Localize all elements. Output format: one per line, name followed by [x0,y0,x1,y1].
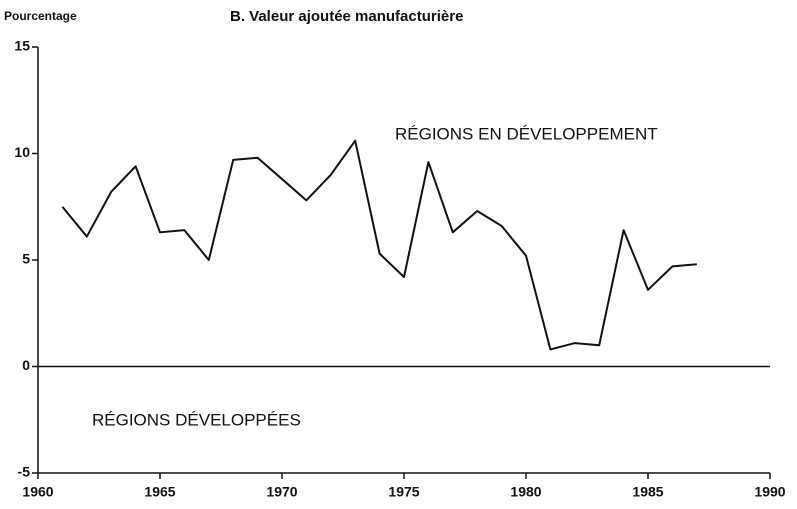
x-tick-label: 1985 [632,484,663,500]
y-tick-label: -5 [18,464,31,480]
x-tick-label: 1970 [266,484,297,500]
y-tick-label: 10 [14,144,30,160]
series-label: RÉGIONS EN DÉVELOPPEMENT [395,124,658,143]
x-tick-label: 1960 [22,484,53,500]
data-line [61,139,697,351]
y-tick-label: 5 [22,251,30,267]
y-tick-label: 15 [14,38,30,54]
x-tick-label: 1980 [510,484,541,500]
x-tick-label: 1975 [388,484,419,500]
y-axis-label: Pourcentage [4,9,77,23]
y-tick-label: 0 [22,357,30,373]
x-tick-label: 1965 [144,484,175,500]
chart-title: B. Valeur ajoutée manufacturière [230,8,463,25]
x-tick-label: 1990 [754,484,785,500]
annotation: RÉGIONS DÉVELOPPÉES [92,410,301,429]
